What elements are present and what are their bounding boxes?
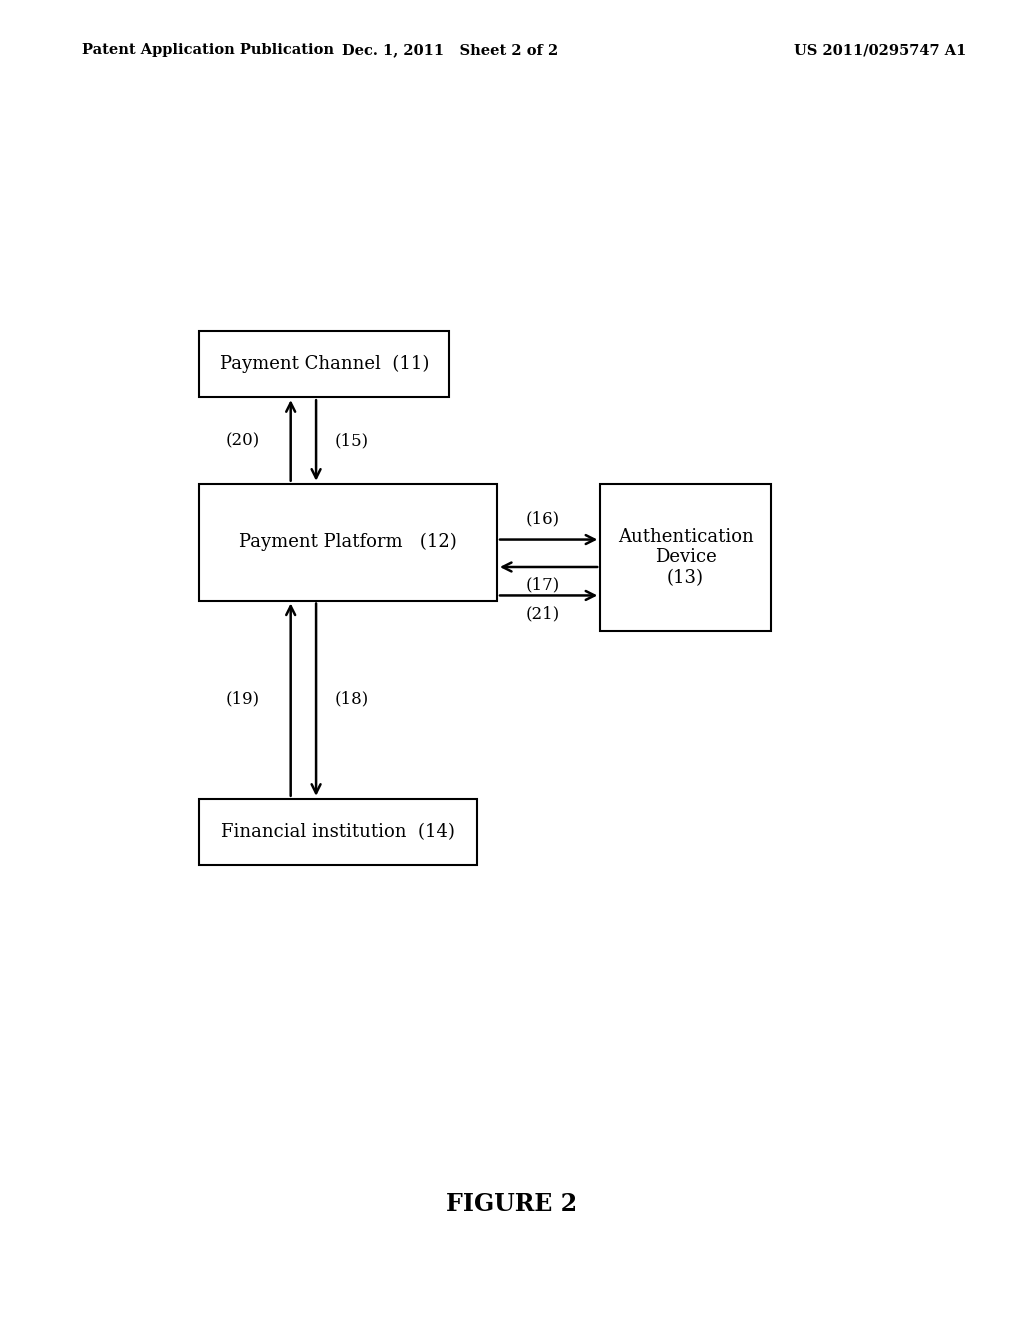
FancyBboxPatch shape: [200, 483, 497, 601]
Text: FIGURE 2: FIGURE 2: [446, 1192, 578, 1216]
Text: (21): (21): [526, 606, 560, 622]
FancyBboxPatch shape: [600, 483, 771, 631]
Text: Dec. 1, 2011   Sheet 2 of 2: Dec. 1, 2011 Sheet 2 of 2: [342, 44, 559, 57]
Text: (16): (16): [526, 511, 560, 528]
Text: Payment Platform   (12): Payment Platform (12): [240, 533, 457, 552]
Text: Financial institution  (14): Financial institution (14): [221, 822, 456, 841]
Text: (17): (17): [526, 577, 560, 594]
Text: (20): (20): [226, 433, 260, 449]
Text: (18): (18): [335, 690, 369, 708]
FancyBboxPatch shape: [200, 331, 450, 397]
Text: US 2011/0295747 A1: US 2011/0295747 A1: [795, 44, 967, 57]
Text: (15): (15): [335, 433, 369, 449]
Text: Authentication
Device
(13): Authentication Device (13): [617, 528, 754, 587]
FancyBboxPatch shape: [200, 799, 477, 865]
Text: Payment Channel  (11): Payment Channel (11): [220, 355, 429, 374]
Text: Patent Application Publication: Patent Application Publication: [82, 44, 334, 57]
Text: (19): (19): [226, 690, 260, 708]
